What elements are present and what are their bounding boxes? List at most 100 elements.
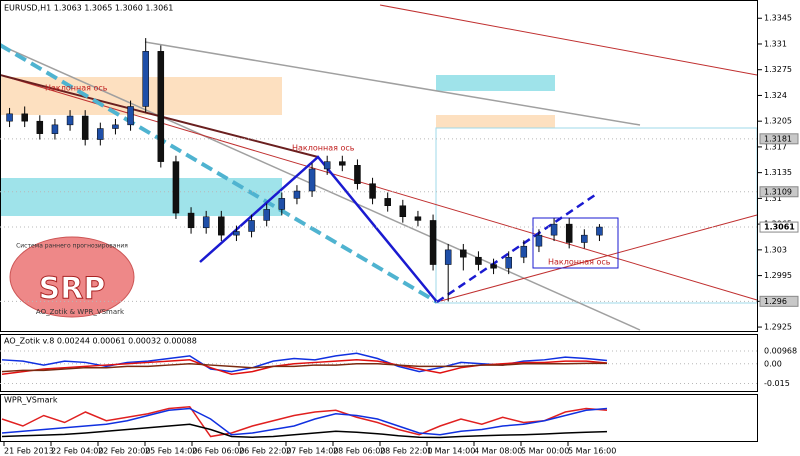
level-box	[759, 221, 799, 233]
panel-frame	[0, 0, 758, 332]
candle-body	[157, 51, 165, 162]
annotation: Наклонная ось	[548, 258, 611, 267]
y-tick-label: 1.3205	[764, 117, 792, 126]
series-line	[1, 359, 608, 376]
candle-body	[308, 168, 316, 192]
y-tick-label: 1.331	[764, 39, 787, 48]
candle-body	[520, 245, 528, 258]
candle-body	[127, 106, 134, 126]
candle-body	[369, 183, 376, 199]
candle-body	[550, 223, 558, 236]
trend-line	[436, 214, 758, 303]
candle-body	[21, 113, 28, 122]
candle-body	[293, 190, 301, 199]
candle-body	[535, 234, 543, 247]
zone	[0, 77, 282, 115]
candle-body	[6, 113, 13, 122]
x-tick-label: 5 Mar 00:00	[521, 447, 569, 456]
y-tick-label: 1.317	[764, 142, 787, 151]
candle-body	[399, 205, 407, 218]
candle-body	[354, 165, 361, 184]
candle-body	[414, 216, 422, 221]
y-tick-label: 1.31	[764, 194, 782, 203]
annotation: Наклонная ось	[45, 84, 108, 93]
candle-body	[581, 234, 588, 243]
candle-body	[187, 212, 195, 229]
logo-ellipse	[9, 236, 135, 318]
y-tick-label: -0.015	[764, 379, 790, 388]
logo-caption: AO_Zotik & WPR_VSmark	[36, 308, 125, 316]
zone	[436, 115, 555, 128]
y-tick-label: 1.3345	[764, 14, 792, 23]
x-tick-label: 22 Feb 04:00	[51, 447, 103, 456]
panel-title: AO_Zotik v.8 0.00244 0.00061 0.00032 0.0…	[4, 337, 197, 346]
x-tick-label: 27 Feb 14:00	[286, 447, 338, 456]
candle-body	[444, 249, 452, 265]
y-tick-label: 1.303	[764, 245, 787, 254]
x-tick-label: 28 Feb 06:00	[333, 447, 385, 456]
box	[435, 127, 758, 304]
logo-arc: Система раннего прогнозирования	[16, 243, 128, 250]
candle-body	[142, 51, 149, 107]
candle-body	[263, 209, 270, 221]
candle-body	[218, 216, 225, 236]
panel-title: WPR_VSmark	[4, 396, 58, 405]
level-label: 1.3061	[764, 223, 795, 232]
wave	[199, 155, 438, 303]
x-tick-label: 26 Feb 22:00	[239, 447, 291, 456]
candle-body	[339, 161, 346, 166]
candle-body	[202, 216, 210, 229]
x-tick-label: 25 Feb 14:00	[145, 447, 197, 456]
x-tick-label: 1 Mar 14:00	[427, 447, 475, 456]
candle-body	[36, 120, 44, 134]
annotation: Наклонная ось	[292, 144, 355, 153]
box	[532, 217, 619, 269]
trend-line	[144, 41, 641, 126]
level-label: 1.3109	[764, 187, 792, 196]
wave	[436, 191, 599, 304]
series-line	[1, 423, 608, 439]
panel-frame	[0, 394, 758, 442]
trend-line	[379, 4, 758, 76]
y-tick-label: 1.3135	[764, 168, 792, 177]
candle-body	[429, 220, 437, 265]
candle-body	[233, 231, 240, 236]
candle-body	[490, 264, 497, 269]
logo: SRP AO_Zotik & WPR_VSmark Система раннег…	[9, 236, 135, 318]
trend-line	[0, 44, 641, 331]
candle-body	[323, 161, 331, 170]
y-tick-label: 0.00	[764, 359, 782, 368]
y-tick-label: 1.2995	[764, 271, 792, 280]
candle-body	[596, 226, 603, 236]
candle-body	[565, 223, 573, 243]
candle-body	[384, 198, 391, 206]
x-tick-label: 4 Mar 08:00	[474, 447, 522, 456]
series-line	[1, 405, 608, 438]
series-line	[1, 362, 607, 373]
candle-body	[66, 115, 74, 126]
candle-body	[475, 256, 482, 265]
level-box	[759, 133, 799, 145]
level-box	[759, 186, 799, 198]
y-tick-label: 1.2925	[764, 323, 792, 332]
candle-body	[460, 249, 467, 258]
x-tick-label: 26 Feb 06:00	[192, 447, 244, 456]
candle-body	[172, 161, 180, 214]
candle-body	[81, 115, 89, 140]
level-label: 1.3181	[764, 134, 792, 143]
trend-line	[0, 74, 758, 301]
y-tick-label: 0.00968	[764, 347, 797, 356]
candle-body	[51, 124, 59, 134]
y-tick-label: 1.3275	[764, 65, 792, 74]
level-label: 1.296	[764, 297, 787, 306]
x-tick-label: 5 Mar 16:00	[568, 447, 616, 456]
candle-body	[278, 198, 286, 210]
panel-frame	[0, 334, 758, 392]
x-tick-label: 22 Feb 20:00	[98, 447, 150, 456]
zone	[436, 75, 555, 91]
y-tick-label: 1.324	[764, 91, 787, 100]
series-line	[1, 407, 608, 436]
x-tick-label: 21 Feb 2013	[4, 447, 54, 456]
candle-body	[248, 220, 255, 232]
